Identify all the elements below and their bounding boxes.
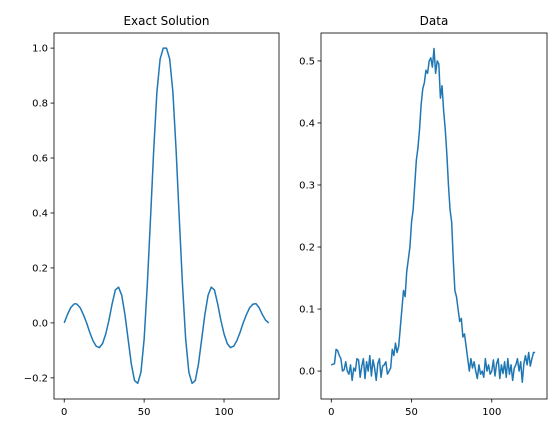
data-panel: Data 0 50 100 0.0 0.1 0.2 0.3 0.4 0.5 <box>299 14 548 418</box>
x-tick-label: 0 <box>328 407 334 418</box>
y-tick-label: 0.2 <box>299 243 315 254</box>
axes-frame <box>320 32 548 400</box>
y-tick-label: 0.3 <box>299 180 315 191</box>
chart-title: Data <box>420 14 449 28</box>
y-tick-label: 0.5 <box>299 56 315 67</box>
x-tick-label: 0 <box>61 407 67 418</box>
y-tick-label: 0.4 <box>32 208 48 219</box>
chart-title: Exact Solution <box>123 14 209 28</box>
y-tick-label: 0.4 <box>299 118 315 129</box>
y-tick-label: 0.6 <box>32 154 48 165</box>
x-tick-label: 50 <box>138 407 151 418</box>
axes-frame <box>53 32 280 400</box>
y-tick-label: −0.2 <box>24 373 48 384</box>
y-tick-label: 0.2 <box>32 263 48 274</box>
exact-solution-panel: Exact Solution 0 50 100 −0.2 0.0 0.2 0.4 0.6 0.8… <box>24 14 280 418</box>
x-tick-label: 100 <box>214 407 233 418</box>
x-tick-label: 100 <box>482 407 501 418</box>
series-line <box>330 47 536 383</box>
y-tick-label: 0.8 <box>32 99 48 110</box>
y-tick-label: 0.1 <box>299 305 315 316</box>
x-tick-label: 50 <box>405 407 418 418</box>
y-tick-label: 1.0 <box>32 44 48 55</box>
series-line <box>63 47 270 385</box>
y-tick-label: 0.0 <box>32 318 48 329</box>
y-tick-label: 0.0 <box>299 367 315 378</box>
